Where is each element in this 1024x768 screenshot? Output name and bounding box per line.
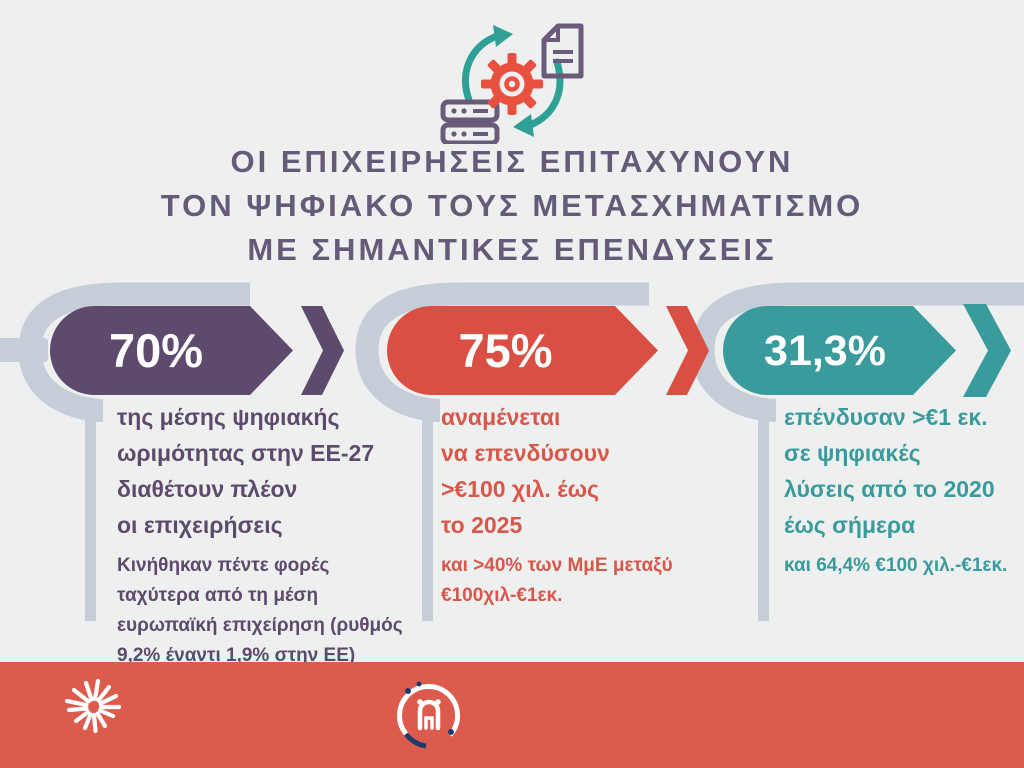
digital-transformation-cycle-icon <box>440 23 584 144</box>
server-icon <box>440 99 500 144</box>
stat-detail: και 64,4% €100 χιλ.-€1εκ. <box>784 555 1008 576</box>
stat-headline: της μέσης ψηφιακής ωριμότητας στην ΕΕ-27… <box>117 404 375 538</box>
observatory-logo-icon <box>397 681 461 749</box>
chevron-icon <box>666 306 709 395</box>
document-icon <box>541 23 584 79</box>
chevron-icon <box>301 306 344 395</box>
stat-pill-31 <box>723 306 956 395</box>
stat-value: 75% <box>458 324 553 377</box>
stat-headline: αναμένεται να επενδύσουν >€100 χιλ. έως … <box>441 404 610 538</box>
gear-icon <box>481 53 543 115</box>
page-title: ΟΙ ΕΠΙΧΕΙΡΗΣΕΙΣ ΕΠΙΤΑΧΥΝΟΥΝ ΤΟΝ ΨΗΦΙΑΚΟ … <box>160 144 864 267</box>
stat-value: 70% <box>108 324 204 377</box>
stat-pill-75 <box>387 306 658 395</box>
sync-arrows-icon <box>462 25 564 137</box>
footer-bar: ΣΕΒ Σύγχρονες Επιχειρήσεις, Σύγχρονη Ελλ… <box>0 662 1024 768</box>
connector-stub <box>0 338 48 362</box>
stat-detail: και >40% των ΜμΕ μεταξύ €100χιλ-€1εκ. <box>441 555 673 606</box>
stat-value: 31,3% <box>764 327 886 375</box>
chevron-icon <box>963 304 1011 397</box>
stat-pill-70 <box>50 306 293 395</box>
connector-ring <box>355 282 649 422</box>
stat-detail: Κινήθηκαν πέντε φορές ταχύτερα από τη μέ… <box>117 555 403 666</box>
sev-logo-starburst-icon <box>64 678 122 734</box>
stat-headline: επένδυσαν >€1 εκ. σε ψηφιακές λύσεις από… <box>784 404 995 538</box>
